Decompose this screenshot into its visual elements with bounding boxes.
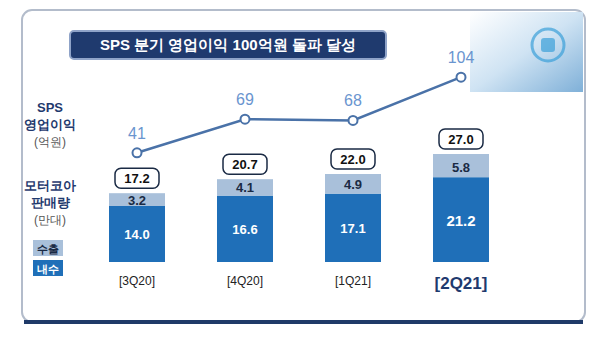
line-label: 104 xyxy=(448,49,475,66)
total-label: 22.0 xyxy=(340,152,365,167)
line xyxy=(137,77,461,153)
bar xyxy=(217,196,273,262)
legend-swatch xyxy=(33,240,63,256)
category-label: [4Q20] xyxy=(227,274,263,288)
line-axis-label: SPS 영업이익 xyxy=(24,100,76,132)
bar xyxy=(325,174,381,194)
marker xyxy=(349,116,358,125)
bar-label: 16.6 xyxy=(232,222,257,237)
bar xyxy=(433,154,489,177)
bar xyxy=(109,206,165,262)
label-line: SPS xyxy=(37,100,63,115)
bar-label: 5.8 xyxy=(452,160,470,175)
bar-axis-label: 모터코아판매량 xyxy=(24,178,76,210)
total-label: 20.7 xyxy=(232,157,257,172)
line-label: 69 xyxy=(236,91,254,108)
chart: SPS 분기 영업이익 100억원 돌파 달성 14.0 3.2 17.2 16.6 4.… xyxy=(0,0,600,355)
frame xyxy=(22,10,585,322)
category-label: [2Q21] xyxy=(435,274,488,293)
title: SPS 분기 영업이익 100억원 돌파 달성 xyxy=(100,36,356,53)
frame-bottom xyxy=(24,320,583,324)
bar-label: 4.1 xyxy=(236,180,254,195)
labels: 14.0 3.2 17.2 16.6 4.1 20.7 17.1 4.9 22.0 21.2 5.8… xyxy=(115,49,483,242)
bar xyxy=(217,179,273,195)
marker xyxy=(241,115,250,124)
bar-label: 3.2 xyxy=(128,193,146,208)
bar-axis-unit: (만대) xyxy=(34,213,66,227)
total-label: 27.0 xyxy=(448,132,473,147)
line-label: 68 xyxy=(344,92,362,109)
bar-label: 17.1 xyxy=(340,221,365,236)
legend-swatch xyxy=(33,260,63,276)
photo-icon xyxy=(532,29,564,61)
line-label: 41 xyxy=(128,125,146,142)
total-box xyxy=(115,168,159,188)
total-box xyxy=(439,129,483,149)
bar-label: 14.0 xyxy=(124,227,149,242)
bar xyxy=(433,177,489,262)
legend-label: 수출 xyxy=(37,243,59,255)
category-label: [1Q21] xyxy=(335,274,371,288)
photo-icon xyxy=(541,38,555,52)
label-line: 판매량 xyxy=(31,195,70,210)
title-box xyxy=(70,31,386,59)
marker xyxy=(133,148,142,157)
total-box xyxy=(223,154,267,174)
label-line: 모터코아 xyxy=(24,178,76,193)
photo xyxy=(470,12,583,92)
plot-area xyxy=(109,73,489,262)
bar xyxy=(325,194,381,262)
legend-label: 내수 xyxy=(37,263,59,275)
marker xyxy=(457,73,466,82)
bar-label: 4.9 xyxy=(344,177,362,192)
total-label: 17.2 xyxy=(124,171,149,186)
label-line: 영업이익 xyxy=(24,117,76,132)
line-axis-unit: (억원) xyxy=(34,135,66,149)
bar-label: 21.2 xyxy=(446,212,475,229)
total-box xyxy=(331,149,375,169)
category-label: [3Q20] xyxy=(119,274,155,288)
